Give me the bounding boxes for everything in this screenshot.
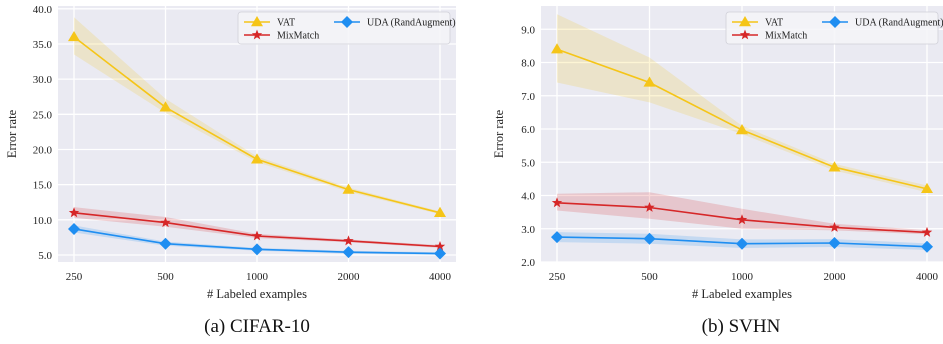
legend-swatch-marker xyxy=(829,16,841,28)
legend-swatch-marker xyxy=(251,29,263,40)
y-tick-label: 10.0 xyxy=(33,215,53,227)
y-tick-label: 5.0 xyxy=(38,250,52,262)
data-point xyxy=(251,243,263,256)
x-axis-label: # Labeled examples xyxy=(692,287,792,301)
x-tick-label: 500 xyxy=(641,271,658,283)
data-point xyxy=(828,161,841,172)
x-tick-label: 2000 xyxy=(824,271,847,283)
data-point xyxy=(434,241,446,251)
data-point xyxy=(551,43,563,54)
legend-label: UDA (RandAugment) xyxy=(367,18,456,29)
chart-0: 5.0 10.0 15.0 20.0 25.0 30.0 35.0 40.0 250 500 100… xyxy=(5,4,456,301)
legend: VAT MixMatch UDA (RandAugment) xyxy=(725,11,943,45)
x-tick-label: 1000 xyxy=(731,271,754,283)
chart-caption: (a) CIFAR-10 xyxy=(204,316,310,337)
x-tick-label: 250 xyxy=(66,271,83,283)
y-tick-label: 5.0 xyxy=(521,157,535,169)
data-point xyxy=(551,197,563,208)
legend-label: VAT xyxy=(277,18,295,29)
x-tick-label: 4000 xyxy=(429,271,452,283)
data-point xyxy=(251,153,263,164)
legend-box xyxy=(725,11,939,45)
legend-label: MixMatch xyxy=(277,31,319,42)
legend-label: MixMatch xyxy=(765,31,807,42)
x-tick-label: 250 xyxy=(549,271,566,283)
x-tick-label: 2000 xyxy=(338,271,361,283)
legend-swatch-marker xyxy=(739,16,751,27)
chart-1: 2.0 3.0 4.0 5.0 6.0 7.0 8.0 9.0 250 500 1000 2000 40… xyxy=(492,6,943,301)
confidence-band-0 xyxy=(557,14,927,193)
data-point xyxy=(68,222,80,235)
y-tick-label: 30.0 xyxy=(33,74,53,86)
legend-swatch-marker xyxy=(341,16,353,28)
y-tick-label: 25.0 xyxy=(33,109,53,121)
data-point xyxy=(828,237,841,250)
data-point xyxy=(736,124,748,135)
legend-label: VAT xyxy=(765,18,783,29)
y-tick-label: 35.0 xyxy=(33,39,53,51)
y-tick-label: 2.0 xyxy=(521,257,535,269)
data-point xyxy=(644,202,655,212)
y-tick-label: 15.0 xyxy=(33,180,53,192)
data-point xyxy=(921,182,933,194)
y-tick-label: 20.0 xyxy=(33,144,53,156)
data-point xyxy=(342,246,355,259)
x-tick-label: 4000 xyxy=(916,271,939,283)
data-point xyxy=(251,230,263,241)
y-tick-label: 7.0 xyxy=(521,91,535,103)
legend-swatch-marker xyxy=(739,29,751,40)
data-point xyxy=(829,221,840,232)
data-point xyxy=(342,183,355,194)
y-axis-label: Error rate xyxy=(5,109,19,158)
data-point xyxy=(643,76,656,87)
data-point xyxy=(736,214,748,225)
data-point xyxy=(643,232,656,245)
legend-box xyxy=(237,11,451,45)
data-point xyxy=(68,207,80,218)
data-point xyxy=(736,237,748,250)
y-axis-label: Error rate xyxy=(492,109,506,158)
data-point xyxy=(343,235,354,246)
data-point xyxy=(921,240,933,253)
y-tick-label: 6.0 xyxy=(521,124,535,136)
data-point xyxy=(434,206,446,217)
y-tick-label: 9.0 xyxy=(521,24,535,36)
data-point xyxy=(160,217,171,228)
data-point xyxy=(434,247,446,260)
legend: VAT MixMatch UDA (RandAugment) xyxy=(237,11,456,45)
y-tick-label: 4.0 xyxy=(521,191,535,203)
y-tick-label: 8.0 xyxy=(521,58,535,70)
y-tick-label: 40.0 xyxy=(33,4,53,16)
data-point xyxy=(68,30,80,42)
legend-label: UDA (RandAugment) xyxy=(855,18,943,29)
y-tick-label: 3.0 xyxy=(521,224,535,236)
x-tick-label: 500 xyxy=(157,271,174,283)
x-axis-label: # Labeled examples xyxy=(207,287,307,301)
data-point xyxy=(159,101,172,112)
data-point xyxy=(159,237,172,250)
x-tick-label: 1000 xyxy=(246,271,269,283)
data-point xyxy=(551,231,563,244)
chart-caption: (b) SVHN xyxy=(702,316,781,337)
legend-swatch-marker xyxy=(251,16,263,27)
data-point xyxy=(921,226,933,237)
